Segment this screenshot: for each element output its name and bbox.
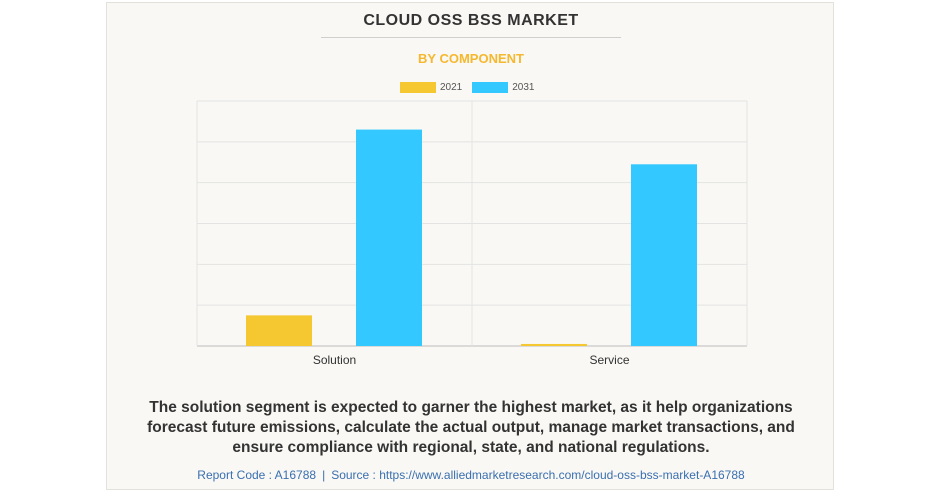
chart-caption: The solution segment is expected to garn… [147,399,795,456]
legend-label-2021: 2021 [440,81,463,93]
bar-2021-service [521,343,587,346]
bar-chart: Solution Service [196,100,748,367]
chart-legend: 2021 2031 [400,80,545,94]
x-tick-label: Solution [313,353,356,367]
footer-separator: | [322,468,326,482]
bar-2031-solution [356,129,422,346]
legend-item-2021[interactable]: 2021 [400,81,463,93]
chart-card [106,2,834,490]
source-link[interactable]: Source : https://www.alliedmarketresearc… [331,468,745,482]
legend-item-2031[interactable]: 2031 [472,81,535,93]
bar-2031-service [631,164,697,346]
legend-label-2031: 2031 [512,81,535,93]
report-footer: Report Code : A16788 | Source : https://ww… [0,468,942,482]
x-tick-label: Service [589,353,629,367]
title-divider [321,37,621,38]
legend-swatch-2031 [472,81,509,93]
chart-title: CLOUD OSS BSS MARKET [363,12,579,29]
legend-swatch-2021 [400,81,436,93]
report-code: Report Code : A16788 [197,468,317,482]
bar-2021-solution [246,315,312,346]
chart-subtitle: BY COMPONENT [418,51,524,66]
